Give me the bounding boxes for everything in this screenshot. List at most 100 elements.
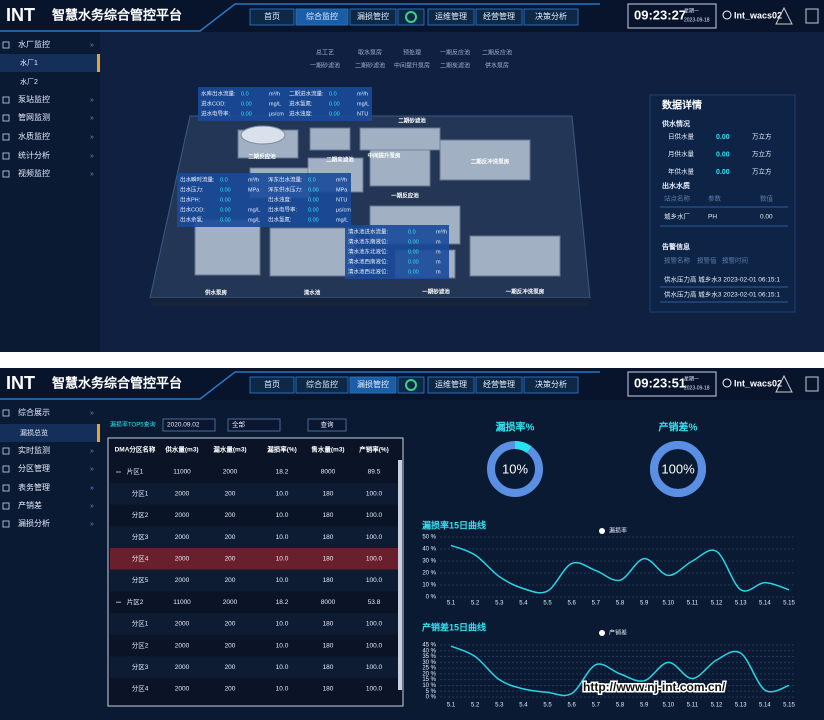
menu-item[interactable]: 综合展示 — [18, 407, 50, 417]
table-cell: 11000 — [173, 599, 191, 606]
submenu-item[interactable]: 漏损总览 — [20, 428, 48, 437]
submenu-item[interactable]: 水厂2 — [20, 77, 38, 86]
table-cell: 2000 — [175, 490, 190, 497]
query-button-label[interactable]: 查询 — [321, 420, 335, 429]
nav-tab — [295, 8, 349, 26]
menu-item[interactable]: 视频监控 — [18, 168, 50, 178]
nav-tab-label[interactable]: 经营管理 — [483, 11, 515, 21]
table-cell: 分区3 — [132, 662, 149, 671]
process-tab[interactable]: 二期砂滤池 — [355, 62, 385, 70]
nav-tab-label[interactable]: 首页 — [264, 379, 280, 389]
table-cell: 分区5 — [132, 575, 149, 584]
y-tick-label: 30 % — [422, 660, 436, 666]
process-tab[interactable]: 预处理 — [403, 49, 421, 57]
menu-item[interactable]: 产销差 — [18, 500, 42, 510]
menu-item[interactable]: 泵站监控 — [18, 94, 50, 104]
y-tick-label: 10 % — [422, 683, 436, 689]
overlay-label: 出水COD: — [180, 205, 205, 213]
process-tab[interactable]: 中间提升泵房 — [394, 62, 430, 70]
process-tab[interactable]: 取水泵房 — [358, 49, 382, 57]
select-value[interactable]: 全部 — [232, 420, 246, 429]
user-name[interactable]: Int_wacs02 — [734, 378, 782, 388]
menu-chevron: » — [90, 42, 94, 49]
table-cell: 200 — [225, 686, 236, 693]
x-tick-label: 5.1 — [447, 601, 456, 607]
date-value[interactable]: 2020.09.02 — [167, 422, 200, 429]
nav-tab-label[interactable]: 运维管理 — [435, 11, 467, 21]
x-tick-label: 5.10 — [662, 703, 674, 709]
overlay-value: 0.00 — [308, 187, 319, 193]
table-cell: 10.0 — [276, 664, 289, 671]
plant-building — [269, 227, 356, 277]
y-tick-label: 0 % — [426, 595, 437, 601]
menu-icon — [2, 41, 10, 49]
nav-tab-label[interactable]: 综合监控 — [306, 11, 338, 21]
logo: INT — [6, 373, 35, 393]
menu-chevron: » — [90, 153, 94, 160]
x-tick-label: 5.4 — [519, 703, 528, 709]
y-tick-label: 10 % — [422, 583, 436, 589]
menu-chevron: » — [90, 521, 94, 528]
user-name[interactable]: Int_wacs02 — [734, 10, 782, 20]
legend-label: 产销差 — [609, 629, 627, 637]
overlay-label: 清水池东南液位: — [348, 237, 389, 245]
user-icon — [722, 378, 732, 388]
nav-tab-label[interactable]: 综合监控 — [306, 379, 338, 389]
process-tab[interactable]: 供水泵房 — [485, 62, 509, 70]
overlay-value: 0.0 — [241, 91, 249, 97]
x-tick-label: 5.4 — [519, 601, 528, 607]
menu-item[interactable]: 管网监测 — [18, 112, 50, 122]
process-tab[interactable]: 总工艺 — [316, 49, 334, 57]
table-cell: 180 — [323, 664, 334, 671]
overlay-unit: μs/cm — [269, 111, 284, 117]
plant-building — [469, 235, 561, 277]
nav-tab-label[interactable]: 首页 — [264, 11, 280, 21]
menu-item[interactable]: 实时监测 — [18, 445, 50, 455]
menu-item[interactable]: 水质监控 — [18, 131, 50, 141]
overlay-unit: m — [436, 269, 441, 275]
alert-icon[interactable] — [775, 374, 793, 393]
menu-icon — [2, 133, 10, 141]
process-tab[interactable]: 一期反应池 — [440, 49, 470, 57]
overlay-unit: NTU — [336, 197, 347, 203]
table-cell: 0.00 — [760, 214, 773, 221]
nav-tab-label[interactable]: 漏损管控 — [357, 379, 389, 389]
overlay-label: 出水压力: — [180, 185, 204, 193]
table-header: 站点名称 — [664, 194, 691, 203]
menu-item[interactable]: 表务管理 — [18, 482, 50, 492]
nav-tab-label[interactable]: 决策分析 — [535, 379, 567, 389]
table-cell: 2000 — [175, 577, 190, 584]
nav-tab-label[interactable]: 经营管理 — [483, 379, 515, 389]
table-cell: 10.0 — [276, 642, 289, 649]
submenu-item[interactable]: 水厂1 — [20, 58, 38, 67]
overlay-value: 0.00 — [241, 101, 252, 107]
alert-icon[interactable] — [775, 6, 793, 25]
menu-item[interactable]: 漏损分析 — [18, 518, 50, 528]
table-header: 售水量(m3) — [311, 445, 344, 454]
clock-box — [627, 371, 717, 397]
overlay-unit: m³/h — [248, 177, 259, 183]
overlay-unit: NTU — [357, 111, 368, 117]
scene-label: 供水泵房 — [204, 288, 228, 296]
overlay-panel — [345, 225, 449, 279]
process-tab[interactable]: 二期反应池 — [482, 49, 512, 57]
overlay-label: 进水浊度: — [289, 109, 313, 117]
overlay-unit: m³/h — [357, 91, 368, 97]
nav-tab-label[interactable]: 漏损管控 — [357, 11, 389, 21]
nav-tab-label[interactable]: 决策分析 — [535, 11, 567, 21]
menu-item[interactable]: 水厂监控 — [18, 39, 50, 49]
overlay-value: 0.00 — [308, 207, 319, 213]
menu-item[interactable]: 分区管理 — [18, 463, 50, 473]
x-tick-label: 5.12 — [711, 601, 723, 607]
menu-chevron: » — [90, 115, 94, 122]
process-tab[interactable]: 二期炭滤池 — [440, 62, 470, 70]
nav-tab-label[interactable]: 运维管理 — [435, 379, 467, 389]
plant-building — [309, 127, 351, 151]
table-cell: 2000 — [175, 512, 190, 519]
menu-item[interactable]: 统计分析 — [18, 150, 50, 160]
curve-line — [450, 544, 790, 594]
nav-tab — [349, 376, 397, 394]
overlay-value: 0.00 — [308, 197, 319, 203]
process-tab[interactable]: 一期砂滤池 — [310, 62, 340, 70]
table-header: 报警名称 — [664, 256, 691, 265]
